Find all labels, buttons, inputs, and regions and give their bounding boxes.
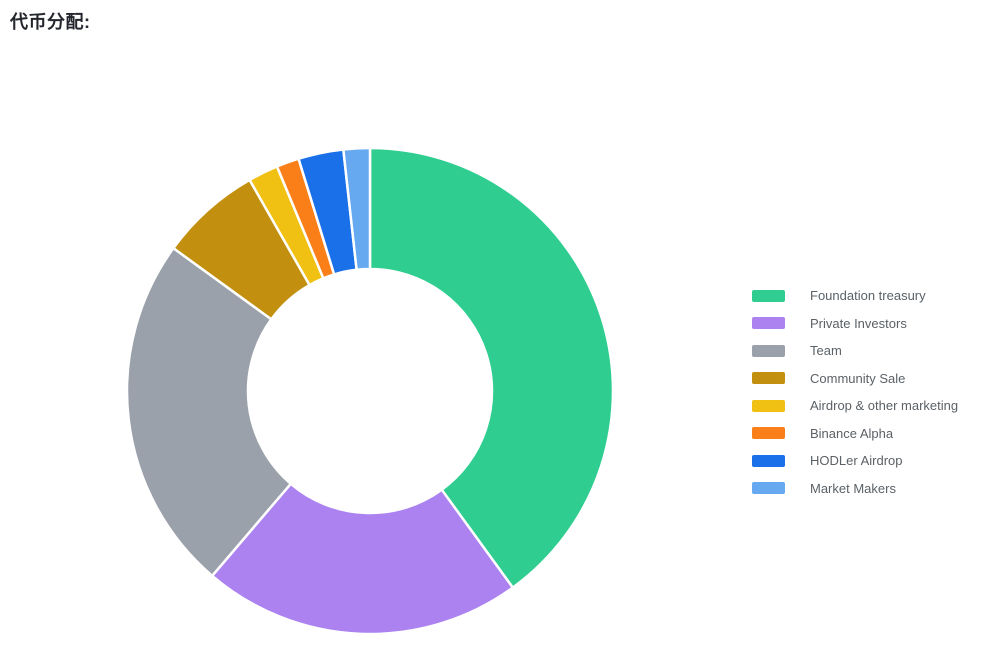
page-title: 代币分配:	[10, 12, 91, 32]
legend-item-foundation-treasury[interactable]: Foundation treasury	[752, 282, 958, 310]
legend-item-airdrop-other-marketing[interactable]: Airdrop & other marketing	[752, 392, 958, 420]
legend-swatch-market-makers	[752, 482, 785, 495]
legend-label: Private Investors	[810, 315, 907, 331]
legend-swatch-foundation-treasury	[752, 289, 785, 302]
legend-label: Community Sale	[810, 370, 906, 386]
legend-swatch-hodler-airdrop	[752, 454, 785, 467]
legend-item-binance-alpha[interactable]: Binance Alpha	[752, 420, 958, 448]
legend-swatch-team	[752, 344, 785, 357]
legend-item-hodler-airdrop[interactable]: HODLer Airdrop	[752, 447, 958, 475]
chart-legend: Foundation treasury Private Investors Team…	[752, 282, 958, 502]
legend-swatch-community-sale	[752, 372, 785, 385]
legend-label: Airdrop & other marketing	[810, 398, 959, 414]
legend-item-market-makers[interactable]: Market Makers	[752, 475, 958, 503]
legend-item-team[interactable]: Team	[752, 337, 958, 365]
legend-label: Foundation treasury	[810, 288, 926, 304]
pie-slice-team[interactable]	[125, 246, 293, 578]
legend-label: HODLer Airdrop	[810, 453, 903, 469]
pie-slice-foundation-treasury[interactable]	[368, 146, 615, 589]
legend-swatch-private-investors	[752, 317, 785, 330]
legend-item-private-investors[interactable]: Private Investors	[752, 310, 958, 338]
legend-label: Binance Alpha	[810, 425, 894, 441]
legend-label: Team	[810, 343, 842, 359]
pie-slice-private-investors[interactable]	[210, 482, 515, 636]
legend-swatch-binance-alpha	[752, 427, 785, 440]
legend-item-community-sale[interactable]: Community Sale	[752, 365, 958, 393]
legend-swatch-airdrop-other-marketing	[752, 399, 785, 412]
pie-slice-market-makers[interactable]	[342, 146, 372, 271]
legend-label: Market Makers	[810, 480, 896, 496]
